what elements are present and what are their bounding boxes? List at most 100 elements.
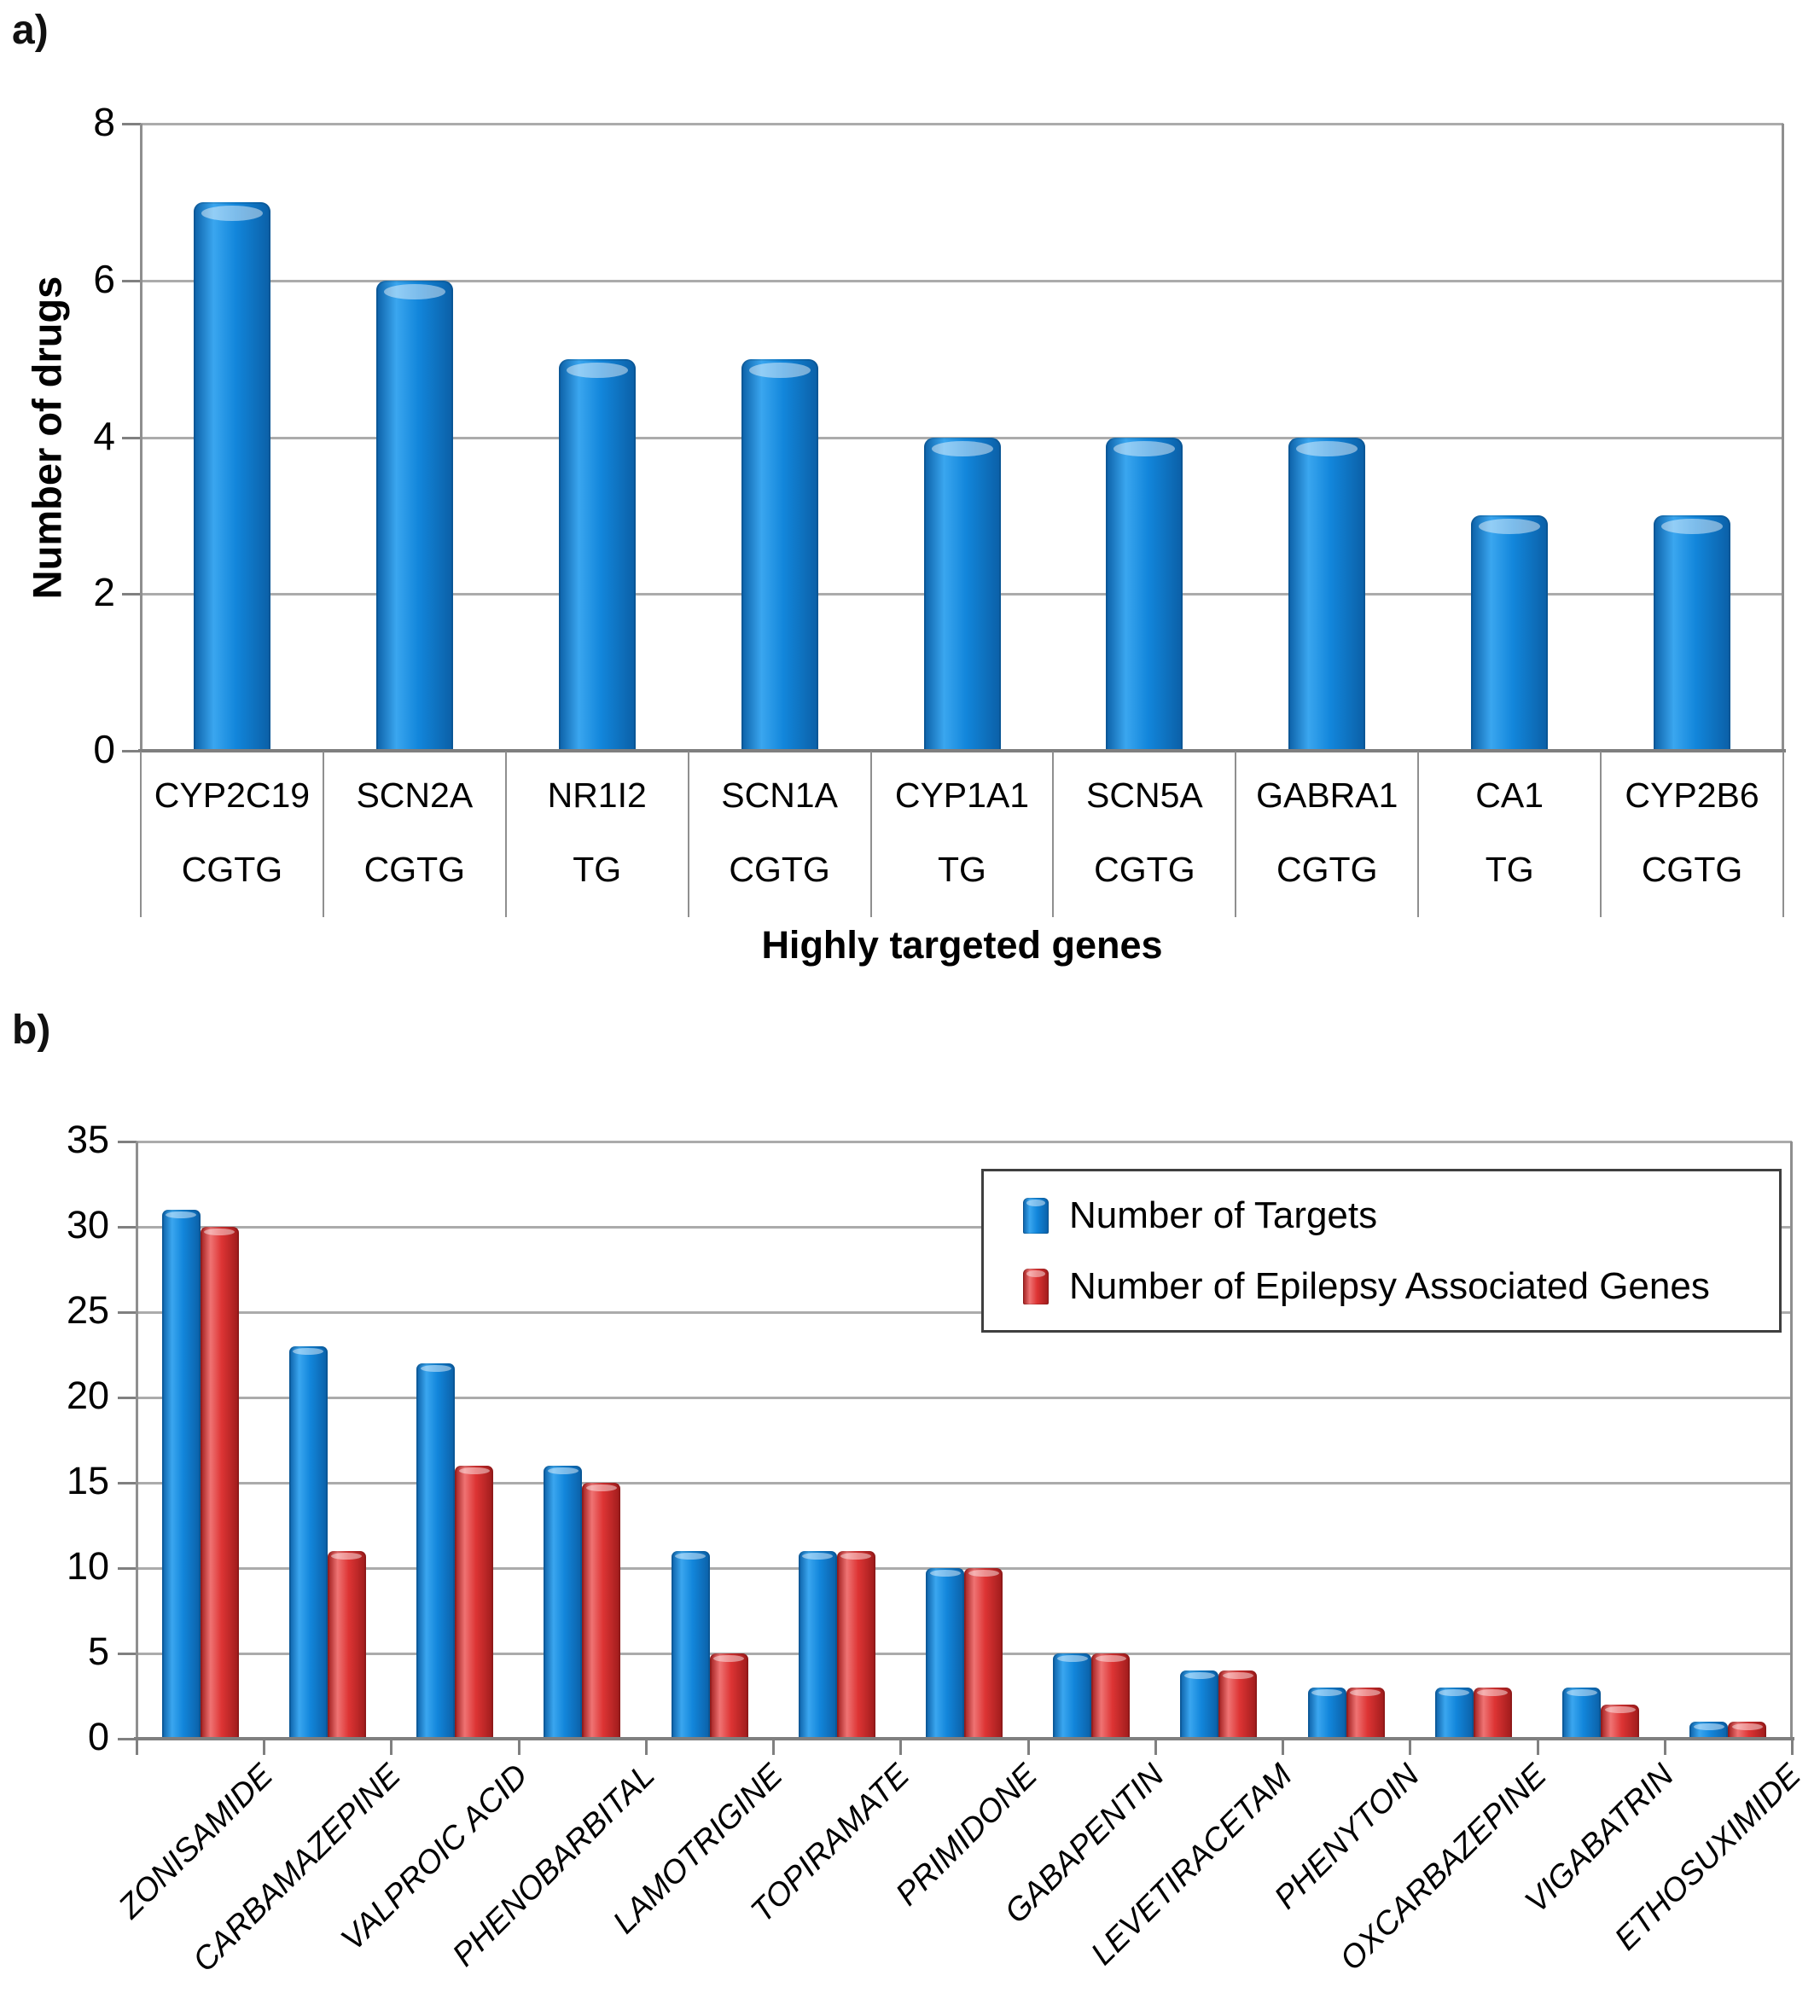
panel-a-category-labels: CYP2C19 CGTG SCN2A CGTG NR1I2 TG SCN1A CGTG CYP1… xyxy=(140,752,1784,917)
panel-b-plot-area: 35 30 25 20 15 10 5 0 ZONISAMIDE CARBAMAZEPINE VAL… xyxy=(67,1118,1808,1979)
motif-label: CGTG xyxy=(363,850,466,889)
bar-targets-LAMOTRIGINE xyxy=(671,1551,710,1739)
gene-label: GABRA1 xyxy=(1256,776,1398,815)
bar-SCN1A xyxy=(741,358,818,751)
x-tick-b-0 xyxy=(136,1740,138,1755)
x-tick-b-2 xyxy=(390,1740,393,1755)
bar-targets-PRIMIDONE xyxy=(926,1568,964,1739)
y-tick-b-20 xyxy=(118,1397,137,1399)
category-cell-NR1I2: NR1I2 TG xyxy=(506,752,689,907)
y-tick-a-2 xyxy=(122,593,141,596)
bar-epilepsy-LEVETIRACETAM xyxy=(1218,1670,1258,1739)
legend: Number of Targets Number of Epilepsy Ass… xyxy=(981,1169,1782,1333)
gene-label: SCN1A xyxy=(721,776,838,815)
x-category-label-CARBAMAZEPINE: CARBAMAZEPINE xyxy=(186,1757,408,1979)
gridline-b-20 xyxy=(137,1397,1792,1399)
bar-SCN5A xyxy=(1106,437,1183,751)
bar-targets-VALPROIC ACID xyxy=(416,1363,456,1739)
category-cell-GABRA1: GABRA1 CGTG xyxy=(1236,752,1418,907)
panel-a-letter: a) xyxy=(12,8,49,53)
bar-epilepsy-PRIMIDONE xyxy=(964,1568,1003,1739)
motif-label: CGTG xyxy=(1641,850,1743,889)
motif-label: CGTG xyxy=(181,850,283,889)
category-separator-a-9 xyxy=(1782,752,1784,917)
gene-label: NR1I2 xyxy=(547,776,647,815)
y-tick-a-0 xyxy=(122,750,141,752)
gridline-b-25 xyxy=(137,1311,1792,1314)
bar-epilepsy-GABAPENTIN xyxy=(1091,1653,1131,1739)
x-axis-line-b xyxy=(134,1737,1794,1740)
y-tick-a-8 xyxy=(122,123,141,125)
gridline-b-15 xyxy=(137,1482,1792,1484)
category-separator-a-5 xyxy=(1052,752,1055,917)
gene-label: CYP1A1 xyxy=(894,776,1030,815)
plot-right-border-a xyxy=(1782,124,1784,751)
gridline-a-8 xyxy=(141,123,1783,125)
bar-epilepsy-CARBAMAZEPINE xyxy=(327,1551,366,1739)
motif-label: TG xyxy=(938,850,986,889)
panel-a-plot-area: 8 6 4 2 0 xyxy=(93,100,1786,771)
legend-item-targets: Number of Targets xyxy=(1023,1194,1771,1237)
bar-CA1 xyxy=(1471,515,1549,751)
gene-label: CA1 xyxy=(1475,776,1544,815)
bar-GABRA1 xyxy=(1288,437,1366,751)
x-tick-b-3 xyxy=(517,1740,520,1755)
category-separator-a-0 xyxy=(140,752,142,917)
y-axis-line-a xyxy=(140,124,142,751)
y-tick-b-0 xyxy=(118,1738,137,1740)
bar-epilepsy-ZONISAMIDE xyxy=(200,1227,239,1739)
motif-label: CGTG xyxy=(729,850,830,889)
y-tick-label-a-8: 8 xyxy=(93,100,115,144)
bar-CYP1A1 xyxy=(923,437,1001,751)
motif-label: CGTG xyxy=(1094,850,1195,889)
y-tick-label-b-0: 0 xyxy=(87,1715,109,1758)
y-tick-label-b-35: 35 xyxy=(66,1118,109,1161)
motif-label: CGTG xyxy=(1276,850,1378,889)
x-tick-b-6 xyxy=(899,1740,903,1755)
panel-b-letter: b) xyxy=(12,1008,51,1053)
gridline-a-6 xyxy=(141,279,1783,282)
legend-swatch-blue-icon xyxy=(1023,1197,1049,1234)
bar-targets-ETHOSUXIMIDE xyxy=(1689,1722,1729,1739)
x-tick-b-11 xyxy=(1536,1740,1539,1755)
x-tick-b-4 xyxy=(644,1740,648,1755)
gene-label: CYP2B6 xyxy=(1625,776,1759,815)
y-tick-label-b-5: 5 xyxy=(87,1630,109,1673)
y-tick-label-b-30: 30 xyxy=(66,1203,109,1246)
legend-label-epilepsy-genes: Number of Epilepsy Associated Genes xyxy=(1069,1264,1710,1307)
category-separator-a-3 xyxy=(687,752,689,917)
y-tick-a-4 xyxy=(122,436,141,439)
y-tick-label-a-2: 2 xyxy=(93,570,115,615)
bar-targets-PHENOBARBITAL xyxy=(544,1466,583,1739)
bar-epilepsy-ETHOSUXIMIDE xyxy=(1728,1722,1767,1739)
y-tick-label-b-10: 10 xyxy=(66,1544,109,1588)
y-tick-b-15 xyxy=(118,1482,137,1484)
x-tick-b-1 xyxy=(263,1740,266,1755)
legend-swatch-red-icon xyxy=(1023,1268,1049,1304)
y-tick-label-a-4: 4 xyxy=(93,413,115,458)
x-tick-b-8 xyxy=(1154,1740,1157,1755)
plot-right-border-b xyxy=(1790,1142,1793,1739)
bar-targets-TOPIRAMATE xyxy=(798,1551,837,1739)
gene-label: SCN5A xyxy=(1086,776,1203,815)
bar-CYP2B6 xyxy=(1654,515,1731,751)
bar-targets-GABAPENTIN xyxy=(1053,1653,1092,1739)
bar-epilepsy-LAMOTRIGINE xyxy=(709,1653,748,1739)
x-tick-b-5 xyxy=(772,1740,776,1755)
category-separator-a-4 xyxy=(869,752,872,917)
bar-epilepsy-PHENOBARBITAL xyxy=(582,1483,621,1739)
y-tick-b-10 xyxy=(118,1567,137,1570)
category-separator-a-8 xyxy=(1600,752,1602,917)
panel-a-x-axis-title: Highly targeted genes xyxy=(761,923,1163,967)
gridline-b-30 xyxy=(137,1226,1792,1229)
bar-targets-OXCARBAZEPINE xyxy=(1434,1688,1474,1739)
bar-epilepsy-VALPROIC ACID xyxy=(455,1466,494,1739)
x-tick-b-10 xyxy=(1409,1740,1412,1755)
y-tick-label-b-25: 25 xyxy=(66,1288,109,1332)
category-cell-CYP1A1: CYP1A1 TG xyxy=(871,752,1054,907)
y-tick-b-5 xyxy=(118,1653,137,1655)
legend-item-epilepsy-genes: Number of Epilepsy Associated Genes xyxy=(1023,1265,1771,1308)
category-cell-CYP2B6: CYP2B6 CGTG xyxy=(1601,752,1783,907)
y-tick-b-25 xyxy=(118,1311,137,1314)
